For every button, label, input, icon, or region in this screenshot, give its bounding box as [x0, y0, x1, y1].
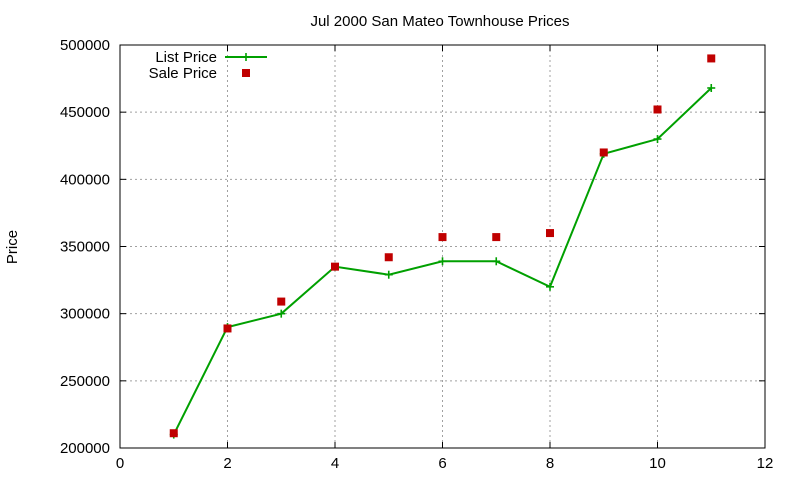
x-tick-label: 4 — [331, 455, 339, 472]
ticks: 0 2 4 6 8 10 12 200000 250000 300000 350000 400000 4… — [60, 37, 773, 472]
x-tick-label: 10 — [649, 455, 666, 472]
y-axis-label: Price — [4, 230, 21, 264]
legend-marker-list-price — [242, 53, 250, 61]
grid — [120, 45, 765, 448]
sale-price-point — [492, 233, 501, 242]
sale-price-point — [438, 233, 447, 242]
sale-price-point — [599, 148, 608, 157]
y-tick-label: 250000 — [60, 373, 110, 390]
y-tick-label: 300000 — [60, 306, 110, 323]
sale-price-point — [169, 429, 178, 438]
legend-marker-sale-price — [242, 69, 250, 77]
sale-price-point — [707, 54, 716, 63]
sale-price-point — [331, 262, 339, 271]
list-price-point — [384, 270, 393, 279]
list-price-point — [546, 282, 554, 291]
x-tick-label: 2 — [223, 455, 231, 472]
sale-price-point — [546, 229, 554, 238]
x-tick-label: 0 — [116, 455, 124, 472]
x-tick-label: 12 — [757, 455, 774, 472]
sale-price-point — [653, 105, 662, 114]
list-price-point — [438, 257, 447, 266]
sale-price-point — [277, 297, 286, 306]
list-price-point — [492, 257, 501, 266]
x-tick-label: 6 — [438, 455, 446, 472]
x-tick-label: 8 — [546, 455, 554, 472]
y-tick-label: 400000 — [60, 171, 110, 188]
series — [169, 54, 716, 439]
chart-title: Jul 2000 San Mateo Townhouse Prices — [310, 13, 569, 30]
legend-label-sale-price: Sale Price — [149, 65, 217, 82]
list-price-point — [277, 309, 286, 318]
y-tick-label: 500000 — [60, 37, 110, 54]
y-tick-label: 350000 — [60, 239, 110, 256]
y-tick-label: 200000 — [60, 440, 110, 457]
sale-price-point — [384, 253, 393, 262]
legend-label-list-price: List Price — [155, 49, 217, 66]
sale-price-point — [223, 324, 232, 333]
list-price-point — [707, 83, 716, 92]
y-tick-label: 450000 — [60, 104, 110, 121]
list-price-point — [653, 135, 662, 144]
